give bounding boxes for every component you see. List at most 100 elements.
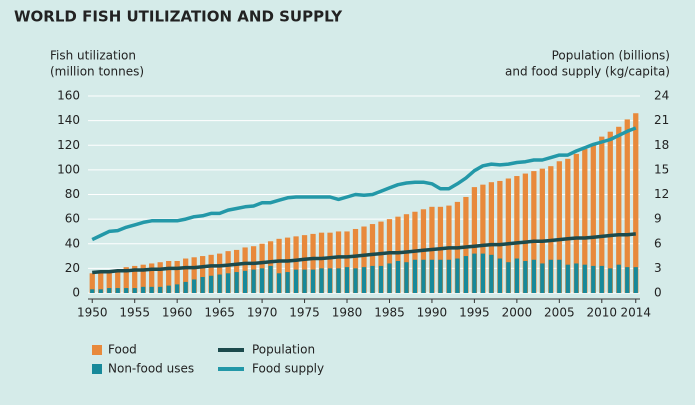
y-tick-label: 100 <box>57 162 80 176</box>
bar <box>540 263 545 293</box>
bar <box>582 264 587 293</box>
bar <box>608 268 613 293</box>
bar <box>599 136 605 293</box>
bar <box>344 267 350 293</box>
bar <box>115 288 120 293</box>
bar <box>531 171 537 293</box>
bar <box>284 237 291 293</box>
bar <box>276 273 282 293</box>
bar <box>522 173 528 293</box>
x-tick-label: 2010 <box>587 306 618 320</box>
bar <box>301 235 308 293</box>
bar <box>625 267 630 293</box>
bar <box>140 264 146 293</box>
y2-tick-label: 18 <box>654 138 669 152</box>
bar <box>463 196 469 293</box>
bar <box>369 224 376 293</box>
bar <box>90 289 95 293</box>
bar <box>234 272 239 293</box>
bar <box>590 144 596 293</box>
y-tick-label: 80 <box>65 187 80 201</box>
bar <box>573 153 579 293</box>
y-axis-label: Fish utilization <box>50 49 136 63</box>
bar <box>191 257 197 293</box>
bar <box>438 259 443 293</box>
x-tick-label: 1980 <box>332 306 363 320</box>
y2-axis-label: Population (billions) <box>552 49 670 63</box>
bar <box>335 231 342 293</box>
x-tick-label: 1985 <box>374 306 405 320</box>
y2-tick-label: 9 <box>654 212 662 226</box>
bar <box>124 288 129 293</box>
bar <box>327 232 333 293</box>
bar <box>166 260 172 293</box>
bar <box>582 148 588 293</box>
bar <box>591 265 596 293</box>
bar <box>98 289 103 293</box>
bar <box>395 216 401 293</box>
bar <box>174 260 180 293</box>
bar <box>531 259 536 293</box>
bar <box>208 254 214 293</box>
y-tick-label: 40 <box>65 236 80 250</box>
bar <box>404 262 409 293</box>
bar <box>226 273 231 293</box>
bar <box>378 265 384 293</box>
bar <box>141 286 146 293</box>
bar <box>497 258 502 293</box>
y2-tick-label: 15 <box>654 162 669 176</box>
bar <box>607 131 613 293</box>
x-tick-label: 1990 <box>417 306 448 320</box>
bar <box>412 259 418 293</box>
x-tick-label: 2000 <box>502 306 533 320</box>
bar <box>556 161 562 293</box>
y2-tick-label: 21 <box>654 113 669 127</box>
chart-title: WORLD FISH UTILIZATION AND SUPPLY <box>14 8 343 26</box>
bar <box>523 260 528 293</box>
x-tick-label: 1970 <box>247 306 278 320</box>
bar <box>539 168 545 293</box>
legend-swatch <box>92 345 102 355</box>
x-tick-label: 1965 <box>204 306 235 320</box>
bar <box>89 273 95 293</box>
bar <box>209 275 214 293</box>
y2-tick-label: 24 <box>654 89 669 103</box>
bar <box>293 236 299 293</box>
y2-axis-label: and food supply (kg/capita) <box>505 65 670 79</box>
bar <box>302 269 307 293</box>
y2-tick-label: 0 <box>654 286 662 300</box>
bar <box>480 184 486 293</box>
bar <box>557 259 562 293</box>
bar <box>344 231 350 293</box>
bar <box>268 265 273 293</box>
bar <box>616 126 622 293</box>
bar <box>505 178 512 293</box>
y2-tick-label: 6 <box>654 236 662 250</box>
bar <box>574 263 579 293</box>
x-tick-label: 1975 <box>289 306 320 320</box>
bar <box>421 259 426 293</box>
bar <box>353 268 358 293</box>
y-tick-label: 160 <box>57 89 80 103</box>
bar <box>285 272 290 293</box>
bar <box>548 166 554 293</box>
bar <box>98 272 104 293</box>
legend-label: Population <box>252 343 315 357</box>
bar <box>183 258 189 293</box>
line <box>91 126 637 242</box>
bar <box>233 249 240 293</box>
y2-tick-label: 12 <box>654 187 669 201</box>
bar <box>166 285 171 293</box>
bar <box>387 263 392 293</box>
bar <box>480 253 486 293</box>
legend-label: Food <box>108 343 137 357</box>
bar <box>225 251 231 293</box>
bar <box>633 267 638 293</box>
bar <box>158 286 163 293</box>
bar <box>378 221 384 293</box>
bar <box>386 219 393 293</box>
bar <box>242 247 248 293</box>
bar <box>624 119 630 293</box>
bar <box>132 288 137 293</box>
